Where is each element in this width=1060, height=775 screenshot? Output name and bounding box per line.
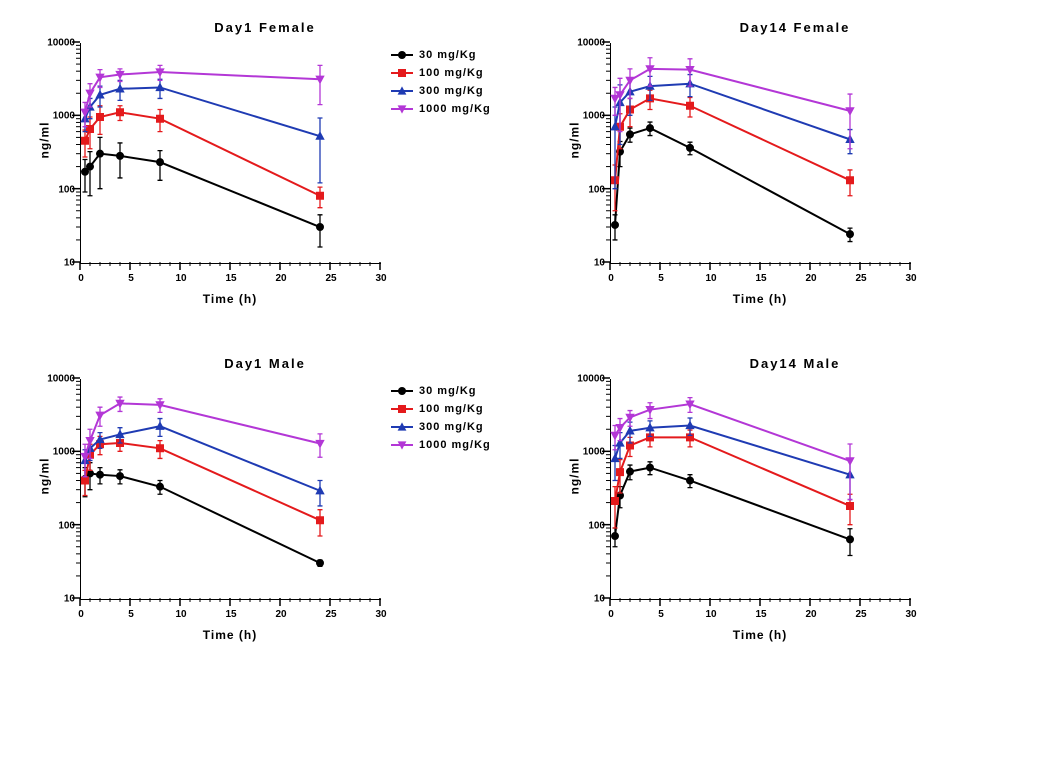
y-tick-label: 10000 xyxy=(577,374,605,385)
legend-item: 100 mg/Kg xyxy=(391,403,491,415)
legend-item: 300 mg/Kg xyxy=(391,421,491,433)
y-axis-label: ng/ml xyxy=(568,458,582,495)
panel-title: Day14 Female xyxy=(550,20,1040,35)
y-tick-label: 10 xyxy=(594,594,605,605)
y-tick-label: 100 xyxy=(58,520,75,531)
panel-day14-female: Day14 Female ng/ml10100100010000051015202… xyxy=(550,20,1040,306)
chart-grid: Day1 Female ng/ml101001000100000510152025… xyxy=(20,20,1040,642)
legend-label: 300 mg/Kg xyxy=(419,85,484,97)
y-tick-label: 1000 xyxy=(53,111,75,122)
panel-title: Day14 Male xyxy=(550,356,1040,371)
legend: 30 mg/Kg 100 mg/Kg 300 mg/Kg 1000 mg/Kg xyxy=(391,49,491,121)
y-axis-label: ng/ml xyxy=(568,122,582,159)
y-tick-label: 10 xyxy=(64,258,75,269)
x-axis-label: Time (h) xyxy=(80,292,380,306)
plot-area: ng/ml10100100010000051015202530 xyxy=(610,43,911,264)
legend-label: 300 mg/Kg xyxy=(419,421,484,433)
legend: 30 mg/Kg 100 mg/Kg 300 mg/Kg 1000 mg/Kg xyxy=(391,385,491,457)
x-axis-label: Time (h) xyxy=(610,628,910,642)
y-tick-label: 10000 xyxy=(577,38,605,49)
legend-label: 30 mg/Kg xyxy=(419,385,477,397)
plot-area: ng/ml10100100010000051015202530 xyxy=(80,43,381,264)
y-tick-label: 100 xyxy=(588,520,605,531)
panel-day1-female: Day1 Female ng/ml101001000100000510152025… xyxy=(20,20,510,306)
y-tick-label: 1000 xyxy=(583,447,605,458)
legend-label: 1000 mg/Kg xyxy=(419,439,491,451)
legend-item: 100 mg/Kg xyxy=(391,67,491,79)
panel-day1-male: Day1 Male ng/ml10100100010000051015202530… xyxy=(20,356,510,642)
legend-label: 1000 mg/Kg xyxy=(419,103,491,115)
panel-day14-male: Day14 Male ng/ml1010010001000005101520253… xyxy=(550,356,1040,642)
y-tick-label: 10 xyxy=(594,258,605,269)
legend-label: 100 mg/Kg xyxy=(419,67,484,79)
plot-area: ng/ml10100100010000051015202530 xyxy=(80,379,381,600)
x-axis-label: Time (h) xyxy=(80,628,380,642)
y-tick-label: 10 xyxy=(64,594,75,605)
panel-title: Day1 Female xyxy=(20,20,510,35)
y-axis-label: ng/ml xyxy=(38,458,52,495)
y-tick-label: 1000 xyxy=(583,111,605,122)
legend-item: 1000 mg/Kg xyxy=(391,103,491,115)
legend-item: 30 mg/Kg xyxy=(391,49,491,61)
x-axis-label: Time (h) xyxy=(610,292,910,306)
y-tick-label: 100 xyxy=(588,184,605,195)
y-axis-label: ng/ml xyxy=(38,122,52,159)
y-tick-label: 10000 xyxy=(47,374,75,385)
y-tick-label: 10000 xyxy=(47,38,75,49)
legend-label: 30 mg/Kg xyxy=(419,49,477,61)
legend-item: 300 mg/Kg xyxy=(391,85,491,97)
legend-label: 100 mg/Kg xyxy=(419,403,484,415)
y-tick-label: 100 xyxy=(58,184,75,195)
panel-title: Day1 Male xyxy=(20,356,510,371)
legend-item: 1000 mg/Kg xyxy=(391,439,491,451)
plot-area: ng/ml10100100010000051015202530 xyxy=(610,379,911,600)
legend-item: 30 mg/Kg xyxy=(391,385,491,397)
y-tick-label: 1000 xyxy=(53,447,75,458)
